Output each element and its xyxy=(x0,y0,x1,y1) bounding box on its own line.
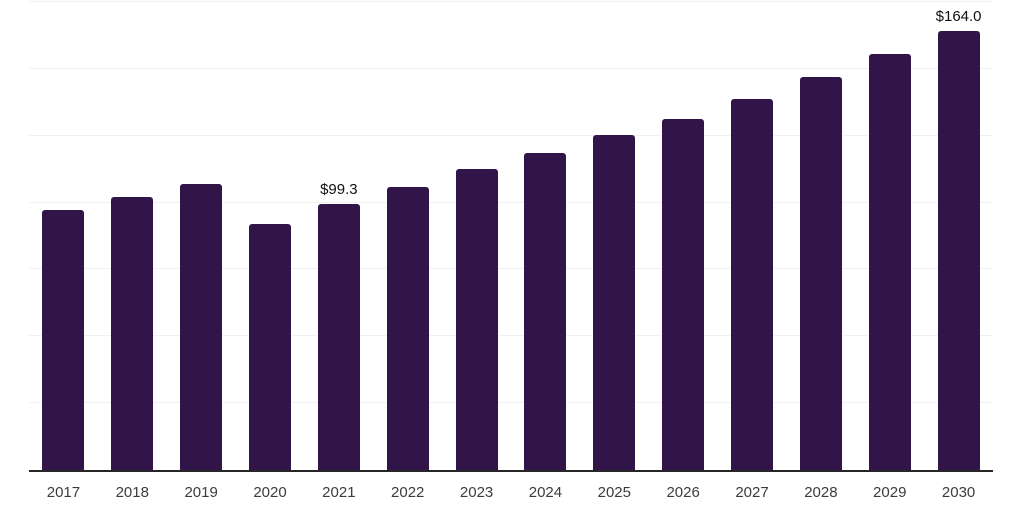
bar-column xyxy=(718,2,787,470)
plot-area: $99.3 $164.0 xyxy=(29,1,993,472)
bar-column: $99.3 xyxy=(304,2,373,470)
bar xyxy=(868,54,911,470)
bar-column xyxy=(649,2,718,470)
bar-value-label: $164.0 xyxy=(935,8,982,26)
gridline xyxy=(29,67,993,69)
bar-column xyxy=(373,2,442,470)
bar-column xyxy=(442,2,511,470)
x-tick-label: 2020 xyxy=(253,483,287,501)
bar xyxy=(731,98,774,470)
bar xyxy=(662,118,705,470)
bar xyxy=(593,135,636,470)
bar xyxy=(524,153,567,470)
bar xyxy=(249,223,291,470)
gridline xyxy=(29,1,993,2)
x-tick-label: 2018 xyxy=(115,483,149,501)
bar-column xyxy=(786,2,855,470)
x-tick-label: 2029 xyxy=(873,483,907,501)
bar xyxy=(180,183,223,470)
bar-column xyxy=(511,2,580,470)
gridline xyxy=(29,268,993,270)
x-tick-label: 2027 xyxy=(735,483,769,501)
x-tick-label: 2024 xyxy=(528,483,563,501)
gridline xyxy=(29,335,993,337)
x-tick-label: 2025 xyxy=(597,483,631,501)
bar xyxy=(386,186,429,470)
x-axis-line xyxy=(29,470,993,472)
bar-column xyxy=(167,2,236,470)
bar-column xyxy=(236,2,305,470)
x-tick-label: 2023 xyxy=(459,483,494,501)
x-tick-label: 2019 xyxy=(184,483,218,501)
bar-columns: $99.3 $164.0 xyxy=(29,2,993,470)
x-tick-label: 2028 xyxy=(804,483,838,501)
bar-column xyxy=(580,2,649,470)
bar xyxy=(42,209,85,470)
gridline xyxy=(29,201,993,203)
gridline xyxy=(29,134,993,136)
x-tick-label: 2022 xyxy=(391,483,425,501)
x-tick-label: 2026 xyxy=(666,483,700,501)
bar xyxy=(799,77,842,470)
gridline xyxy=(29,402,993,404)
bar xyxy=(317,204,360,470)
bar-column: $164.0 xyxy=(924,2,993,470)
bar-column xyxy=(855,2,924,470)
bar-column xyxy=(98,2,167,470)
x-tick-label: 2017 xyxy=(46,483,81,501)
bar-column xyxy=(29,2,98,470)
x-axis-labels: 2017 2018 2019 2020 2021 2022 2023 2024 2025 2026… xyxy=(29,472,993,512)
bar xyxy=(937,31,980,470)
bar xyxy=(111,196,154,470)
bar xyxy=(455,169,498,470)
bar-value-label: $99.3 xyxy=(320,181,358,199)
x-tick-label: 2021 xyxy=(322,483,356,501)
x-tick-label: 2030 xyxy=(941,483,976,501)
